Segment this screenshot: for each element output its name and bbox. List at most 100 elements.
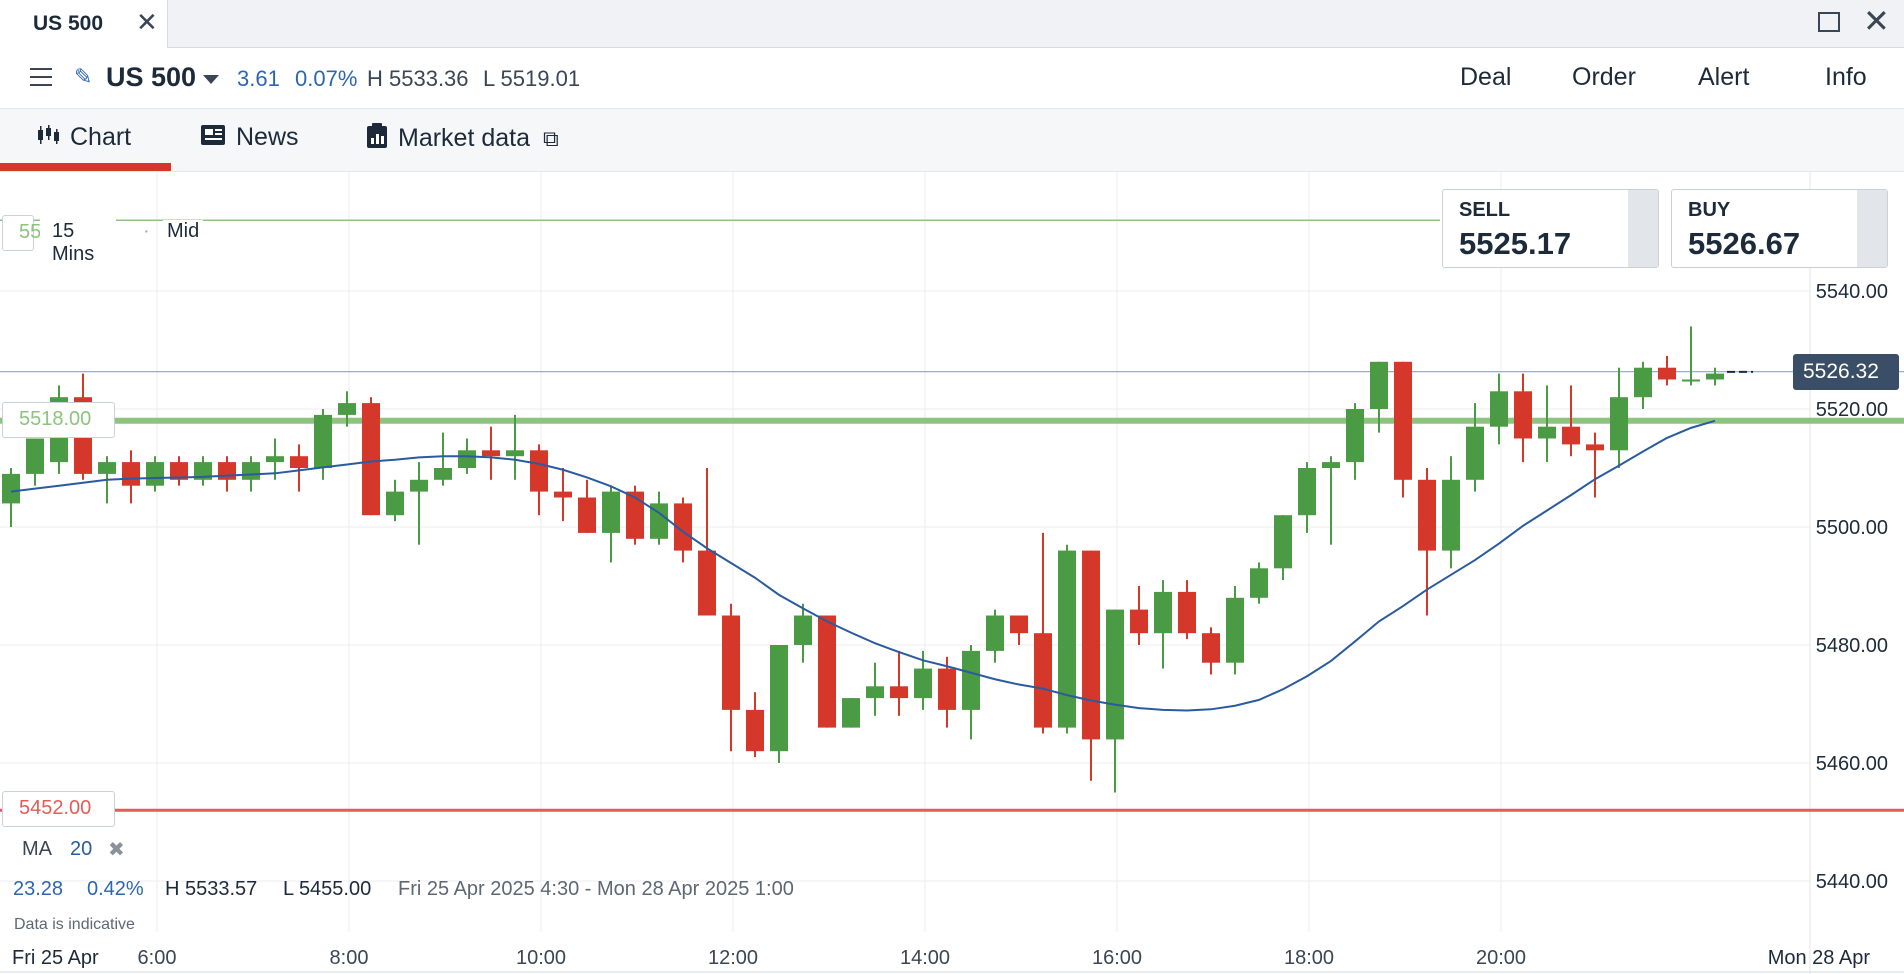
range-change: 23.28	[13, 878, 64, 900]
x-edge-right-label: Mon 28 Apr	[1768, 947, 1871, 969]
edit-icon[interactable]: ✎	[74, 64, 93, 89]
interval-label: 15 Mins	[52, 220, 95, 265]
candle-body	[1538, 426, 1556, 439]
x-tick-label: 8:00	[330, 947, 369, 969]
candle-body	[1298, 468, 1316, 516]
maximize-icon[interactable]	[1818, 12, 1840, 32]
candle-body	[194, 462, 212, 480]
candle-body	[1082, 550, 1100, 740]
candle-body	[434, 468, 452, 480]
x-tick-label: 6:00	[138, 947, 177, 969]
window-tab[interactable]: US 500 ✕	[0, 0, 168, 48]
candle-body	[1418, 479, 1436, 551]
tab-close-icon[interactable]: ✕	[136, 7, 158, 37]
tab-chart[interactable]: Chart	[36, 123, 131, 153]
y-tick-label: 5500.00	[1816, 517, 1888, 539]
candle-body	[122, 462, 140, 486]
candle-body	[770, 645, 788, 752]
x-tick-label: 12:00	[708, 947, 758, 969]
x-tick-label: 10:00	[516, 947, 566, 969]
window-titlebar: US 500 ✕ ✕	[0, 0, 1904, 48]
candle-body	[1562, 426, 1580, 445]
remove-indicator-icon[interactable]: ✖	[108, 839, 125, 861]
candle-body	[674, 503, 692, 551]
candle-body	[1610, 397, 1628, 451]
deal-button[interactable]: Deal	[1460, 63, 1512, 91]
candle-body	[1226, 597, 1244, 663]
candle-body	[482, 450, 500, 457]
buy-button[interactable]: BUY 5526.67	[1671, 189, 1888, 268]
candle-body	[290, 456, 308, 468]
candle-body	[1634, 367, 1652, 398]
tab-news-label: News	[236, 123, 299, 152]
order-button[interactable]: Order	[1572, 63, 1636, 91]
alert-button[interactable]: Alert	[1698, 63, 1750, 91]
tab-market-data[interactable]: Market data ⧉	[366, 123, 559, 156]
indicator-name: MA	[22, 838, 52, 860]
candle-body	[626, 491, 644, 539]
candle-body	[362, 403, 380, 516]
y-tick-label: 5440.00	[1816, 871, 1888, 893]
candle-body	[338, 403, 356, 415]
green-line-label[interactable]: 5518.00	[2, 402, 115, 438]
candle-body	[530, 450, 548, 492]
price-type-label[interactable]: Mid	[163, 220, 204, 243]
tab-news[interactable]: News	[200, 123, 299, 154]
candle-body	[1010, 615, 1028, 634]
candlestick-icon	[36, 124, 60, 153]
date-range: Fri 25 Apr 2025 4:30 - Mon 28 Apr 2025 1…	[398, 878, 794, 900]
data-disclaimer: Data is indicative	[14, 916, 135, 933]
red-line-label[interactable]: 5452.00	[2, 791, 115, 827]
y-tick-label: 5480.00	[1816, 635, 1888, 657]
candle-body	[386, 491, 404, 516]
moving-average-line	[10, 419, 1716, 712]
candle-body	[578, 497, 596, 533]
candle-body	[914, 668, 932, 699]
buy-label: BUY	[1688, 199, 1731, 221]
candle-body	[602, 491, 620, 533]
candle-body	[650, 503, 668, 539]
current-price-value: 5526.32	[1803, 360, 1879, 383]
candle-body	[938, 668, 956, 710]
range-change-pct: 0.42%	[87, 878, 144, 900]
green-line-value: 5518.00	[19, 408, 92, 430]
candle-body	[266, 456, 284, 463]
x-tick-label: 18:00	[1284, 947, 1334, 969]
range-low: L 5455.00	[283, 878, 372, 900]
candle-body	[410, 479, 428, 492]
interval-selector[interactable]: 15 Mins	[40, 215, 116, 265]
candle-body	[1202, 633, 1220, 663]
menu-icon[interactable]	[30, 68, 52, 86]
tab-chart-label: Chart	[70, 123, 132, 151]
chevron-down-icon[interactable]	[203, 75, 219, 84]
news-icon	[200, 123, 226, 154]
sell-label: SELL	[1459, 199, 1511, 221]
candle-body	[1274, 515, 1292, 569]
candle-body	[1106, 609, 1124, 740]
y-tick-label: 5460.00	[1816, 753, 1888, 775]
candle-body	[1442, 479, 1460, 551]
indicator-period[interactable]: 20	[70, 838, 93, 860]
candle-body	[1586, 444, 1604, 451]
candle-body	[1250, 568, 1268, 598]
mid-dot: ·	[143, 220, 150, 242]
y-tick-label: 5520.00	[1816, 399, 1888, 421]
sub-navigation: Chart News Market data ⧉	[0, 109, 1904, 172]
window-close-icon[interactable]: ✕	[1863, 3, 1890, 39]
price-chart[interactable]: 5540.00 5520.00 5500.00 5480.00 5460.00 5440.…	[0, 172, 1904, 974]
x-edge-left-label: Fri 25 Apr	[12, 947, 99, 969]
candle-body	[1178, 591, 1196, 634]
x-tick-label: 14:00	[900, 947, 950, 969]
candle-body	[722, 615, 740, 710]
info-button[interactable]: Info	[1825, 63, 1867, 91]
candle-body	[1706, 373, 1724, 380]
candle-body	[1370, 361, 1388, 409]
current-price-badge: 5526.32	[1793, 354, 1899, 390]
top-line-label[interactable]: 55	[2, 215, 41, 251]
x-tick-label: 20:00	[1476, 947, 1526, 969]
candle-body	[1490, 391, 1508, 427]
instrument-name[interactable]: US 500	[106, 62, 197, 92]
price-change: 3.61	[237, 66, 280, 91]
price-change-pct: 0.07%	[295, 66, 358, 91]
sell-button[interactable]: SELL 5525.17	[1442, 189, 1659, 268]
